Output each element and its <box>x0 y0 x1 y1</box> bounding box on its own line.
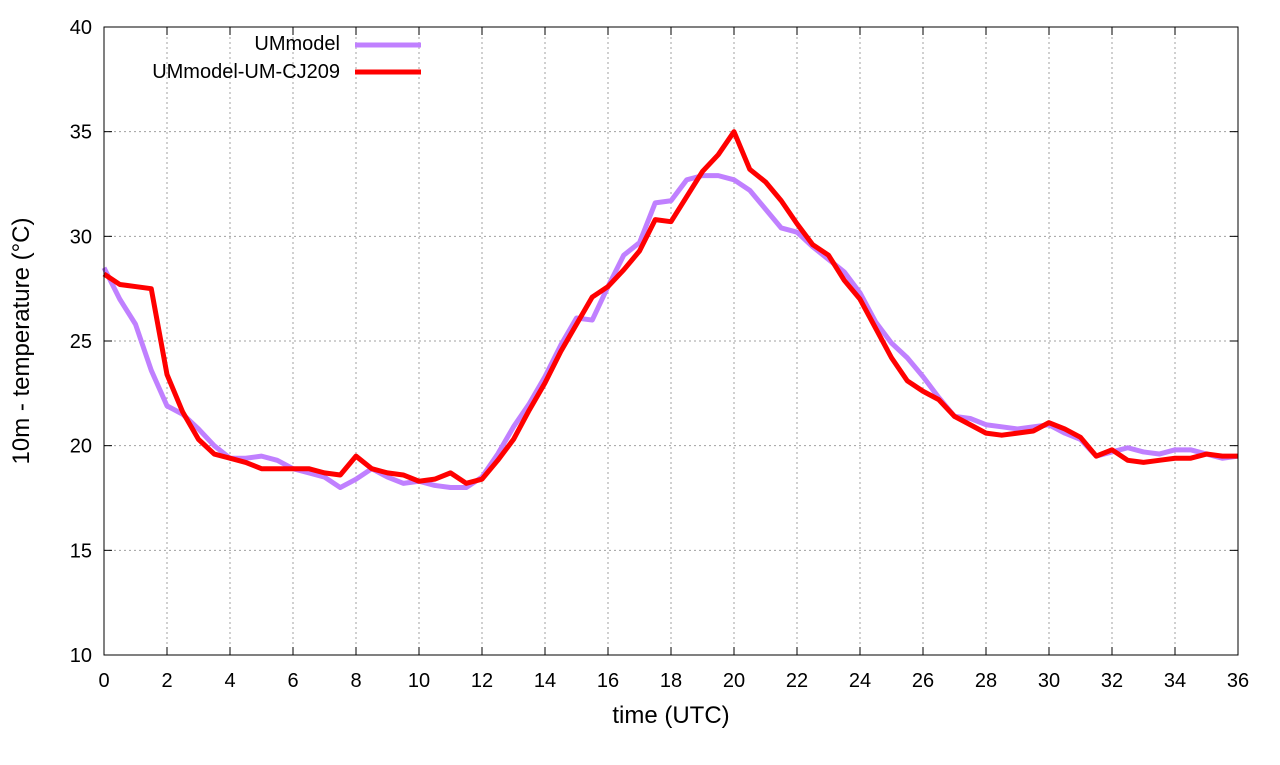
x-tick-label: 16 <box>597 670 619 692</box>
y-tick-label: 20 <box>70 436 92 458</box>
x-tick-label: 26 <box>912 670 934 692</box>
x-tick-label: 8 <box>350 670 361 692</box>
x-tick-label: 32 <box>1101 670 1123 692</box>
x-tick-label: 36 <box>1227 670 1249 692</box>
x-tick-label: 20 <box>723 670 745 692</box>
y-tick-label: 15 <box>70 540 92 562</box>
x-tick-label: 30 <box>1038 670 1060 692</box>
legend: UMmodel UMmodel-UM-CJ209 <box>152 33 421 83</box>
legend-label-0: UMmodel <box>254 33 340 55</box>
series-lines <box>101 129 1239 491</box>
x-tick-label: 4 <box>224 670 235 692</box>
x-tick-label: 12 <box>471 670 493 692</box>
axis-ticks: 0 2 4 6 8 10 12 14 16 18 20 22 24 26 28 30 32 34 361015202… <box>70 17 1249 692</box>
x-tick-label: 34 <box>1164 670 1186 692</box>
x-tick-label: 6 <box>287 670 298 692</box>
x-tick-label: 24 <box>849 670 871 692</box>
y-tick-label: 40 <box>70 17 92 39</box>
x-tick-label: 28 <box>975 670 997 692</box>
y-tick-label: 35 <box>70 122 92 144</box>
x-tick-label: 2 <box>161 670 172 692</box>
series-line-1 <box>102 129 1238 486</box>
y-axis-label: 10m - temperature (°C) <box>8 218 35 465</box>
legend-label-1: UMmodel-UM-CJ209 <box>152 61 340 83</box>
grid <box>104 27 1238 655</box>
x-axis-label: time (UTC) <box>612 702 729 729</box>
x-tick-label: 10 <box>408 670 430 692</box>
x-tick-label: 18 <box>660 670 682 692</box>
y-tick-label: 25 <box>70 331 92 353</box>
x-tick-label: 0 <box>98 670 109 692</box>
y-tick-label: 30 <box>70 226 92 248</box>
x-tick-label: 22 <box>786 670 808 692</box>
x-tick-label: 14 <box>534 670 556 692</box>
y-tick-label: 10 <box>70 645 92 667</box>
